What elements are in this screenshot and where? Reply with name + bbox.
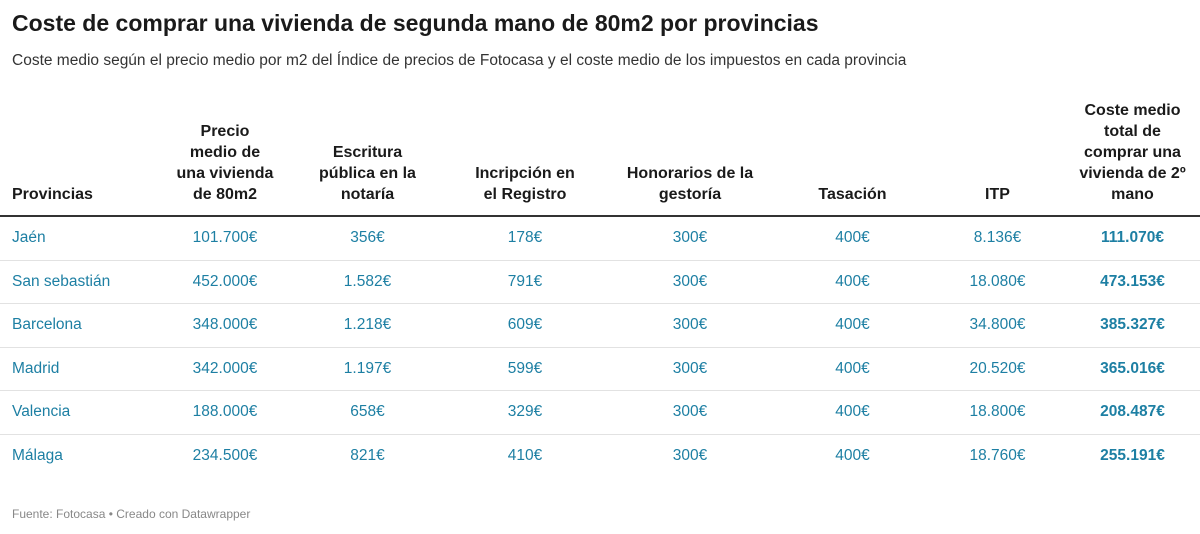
cell: 473.153€	[1065, 260, 1200, 304]
cell: 300€	[605, 260, 775, 304]
header-row: Provincias Precio medio de una vivienda d…	[0, 100, 1200, 217]
column-header: Coste medio total de comprar una viviend…	[1065, 100, 1200, 217]
cell: 400€	[835, 446, 870, 464]
column-header: Provincias	[0, 100, 160, 217]
cell: 821€	[350, 446, 385, 464]
column-header: ITP	[930, 100, 1065, 217]
column-header: Tasación	[775, 100, 930, 217]
cell: 400€	[775, 390, 930, 435]
table-row: Barcelona 348.000€ 1.218€ 609€ 300€ 400€ 34.80…	[0, 303, 1200, 348]
cell: 188.000€	[160, 390, 290, 435]
row-label: Málaga	[12, 446, 63, 464]
header-text: Incripción en el Registro	[475, 165, 575, 203]
cell: 452.000€	[160, 260, 290, 304]
header-text: Coste medio total de comprar una viviend…	[1079, 102, 1186, 203]
row-label: San sebastián	[0, 260, 160, 304]
cell: 111.070€	[1065, 216, 1200, 261]
column-header: Escritura pública en la notaría	[290, 100, 445, 217]
cell: 400€	[775, 216, 930, 261]
cell: 658€	[290, 390, 445, 435]
table-row: San sebastián 452.000€ 1.582€ 791€ 300€ 400€ 1…	[0, 260, 1200, 304]
header-text: Tasación	[818, 186, 887, 203]
column-header: Incripción en el Registro	[445, 100, 605, 217]
cell: 300€	[605, 347, 775, 391]
cell: 329€	[445, 390, 605, 435]
cell: 400€	[775, 260, 930, 304]
cell: 300€	[605, 216, 775, 261]
cell: 18.760€	[969, 446, 1026, 464]
cell: 356€	[290, 216, 445, 261]
cell: 1.582€	[290, 260, 445, 304]
table-body: Jaén 101.700€ 356€ 178€ 300€ 400€ 8.136€ 111.07…	[0, 216, 1200, 477]
table-row: Jaén 101.700€ 356€ 178€ 300€ 400€ 8.136€ 111.07…	[0, 216, 1200, 261]
title: Coste de comprar una vivienda de segunda…	[12, 10, 819, 36]
cell: 365.016€	[1065, 347, 1200, 391]
cell: 400€	[775, 303, 930, 348]
row-label: Valencia	[0, 390, 160, 435]
cell: 609€	[445, 303, 605, 348]
cell: 8.136€	[930, 216, 1065, 261]
header-text: Honorarios de la gestoría	[626, 165, 754, 203]
cell: 348.000€	[160, 303, 290, 348]
header-text: Provincias	[12, 186, 93, 203]
cell: 400€	[775, 347, 930, 391]
cell: 410€	[507, 446, 543, 464]
cell: 255.191€	[1100, 446, 1165, 464]
cell: 385.327€	[1065, 303, 1200, 348]
cell: 208.487€	[1065, 390, 1200, 435]
header-text: Precio medio de una vivienda de 80m2	[176, 123, 274, 203]
cell: 34.800€	[930, 303, 1065, 348]
row-label: Barcelona	[0, 303, 160, 348]
cell: 178€	[445, 216, 605, 261]
column-header: Honorarios de la gestoría	[605, 100, 775, 217]
header-text: Escritura pública en la notaría	[319, 144, 416, 203]
header-text: ITP	[985, 186, 1010, 203]
cell: 1.218€	[290, 303, 445, 348]
cell: 300€	[605, 390, 775, 435]
table-row: Madrid 342.000€ 1.197€ 599€ 300€ 400€ 20.520€ 3…	[0, 347, 1200, 391]
cell: 1.197€	[290, 347, 445, 391]
cell: 300€	[672, 446, 708, 464]
cell: 20.520€	[930, 347, 1065, 391]
row-label: Madrid	[0, 347, 160, 391]
cell: 101.700€	[160, 216, 290, 261]
cell: 18.080€	[930, 260, 1065, 304]
subtitle: Coste medio según el precio medio por m2…	[12, 52, 907, 69]
cell: 234.500€	[192, 446, 258, 464]
cell: 791€	[445, 260, 605, 304]
cell: 342.000€	[160, 347, 290, 391]
table-row: Valencia 188.000€ 658€ 329€ 300€ 400€ 18.800€ 2…	[0, 390, 1200, 435]
footer: Fuente: Fotocasa • Creado con Datawrappe…	[12, 507, 251, 521]
cell: 300€	[605, 303, 775, 348]
row-label: Jaén	[0, 216, 160, 261]
cell: 599€	[445, 347, 605, 391]
data-table: Provincias Precio medio de una vivienda d…	[0, 100, 1200, 477]
table-row: Málaga 234.500€ 821€ 410€ 300€ 400€ 18.760€ 255…	[0, 434, 1200, 477]
cell: 18.800€	[930, 390, 1065, 435]
column-header: Precio medio de una vivienda de 80m2	[160, 100, 290, 217]
